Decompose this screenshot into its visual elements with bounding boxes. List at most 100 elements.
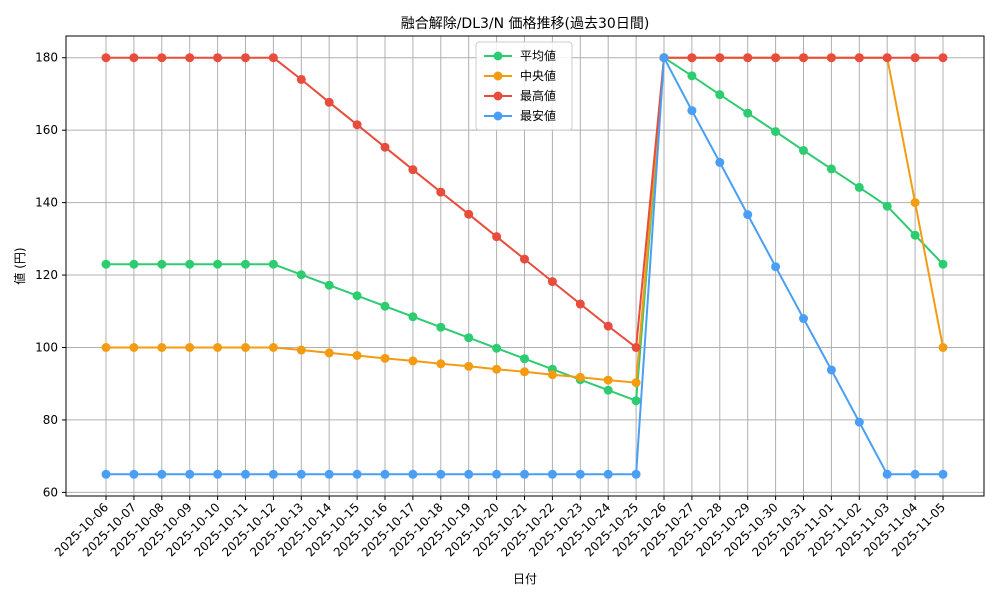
data-point [882,469,892,479]
data-point [631,396,641,406]
data-point [743,108,753,118]
legend-marker [493,51,503,61]
data-point [352,120,362,130]
data-point [268,259,278,269]
data-point [520,354,529,364]
data-point [603,375,613,385]
data-point [910,230,920,240]
data-point [268,342,278,352]
y-tick-label: 80 [43,413,58,427]
data-point [436,469,446,479]
data-point [771,262,781,272]
legend-marker [493,111,503,121]
series-3 [101,53,948,479]
data-point [854,417,864,427]
data-point [882,53,892,63]
data-point [520,254,529,264]
data-point [715,157,725,167]
data-point [101,259,111,269]
data-point [492,364,502,374]
data-point [464,333,474,343]
data-point [408,356,418,366]
legend-label: 最安値 [520,108,556,123]
data-point [938,469,948,479]
data-point [185,469,195,479]
data-point [631,378,641,388]
data-point [603,321,613,331]
data-point [352,350,362,360]
legend-label: 最高値 [520,88,556,103]
legend-label: 平均値 [520,48,556,63]
series-0 [101,53,948,406]
data-point [324,348,334,358]
chart-title: 融合解除/DL3/N 価格推移(過去30日間) [401,16,650,32]
y-tick-label: 120 [35,268,58,282]
data-point [715,53,725,63]
data-point [575,469,585,479]
data-point [380,353,390,363]
data-point [101,53,111,63]
data-point [520,469,529,479]
data-point [743,53,753,63]
data-point [854,53,864,63]
data-point [408,469,418,479]
data-point [296,469,306,479]
data-point [910,198,920,208]
data-point [185,53,195,63]
data-point [492,343,502,353]
data-point [101,469,111,479]
data-point [464,469,474,479]
data-point [687,71,697,81]
data-point [241,53,250,63]
data-point [268,53,278,63]
data-point [129,53,139,63]
data-point [436,359,446,369]
legend-frame [475,41,573,131]
data-point [938,53,948,63]
data-point [771,53,781,63]
y-tick-label: 180 [35,51,58,65]
data-point [715,90,725,100]
data-point [157,53,167,63]
data-point [129,259,139,269]
data-point [296,345,306,355]
data-point [241,342,250,352]
data-point [268,469,278,479]
data-point [464,209,474,219]
data-point [213,342,223,352]
data-point [547,469,557,479]
data-point [799,145,808,155]
data-point [687,106,697,116]
data-point [743,210,753,220]
data-point [324,469,334,479]
legend-label: 中央値 [520,68,556,83]
y-axis: 60 80 100 120 140 160 180 [35,51,66,499]
data-point [213,259,223,269]
data-point [771,127,781,137]
data-point [826,365,836,375]
data-point [603,469,613,479]
data-point [324,97,334,107]
data-point [296,74,306,84]
data-point [826,164,836,174]
data-point [799,314,808,324]
data-point [575,299,585,309]
legend-item: 中央値 [484,68,556,83]
data-point [492,232,502,242]
data-point [659,53,669,63]
data-point [324,280,334,290]
legend-item: 最高値 [484,88,556,103]
data-point [938,342,948,352]
data-point [241,469,250,479]
data-point [129,342,139,352]
data-point [408,165,418,175]
y-tick-label: 60 [43,485,58,499]
data-point [352,291,362,301]
legend-item: 最安値 [484,108,556,123]
data-point [575,372,585,382]
data-point [826,53,836,63]
data-point [380,469,390,479]
data-point [603,385,613,395]
